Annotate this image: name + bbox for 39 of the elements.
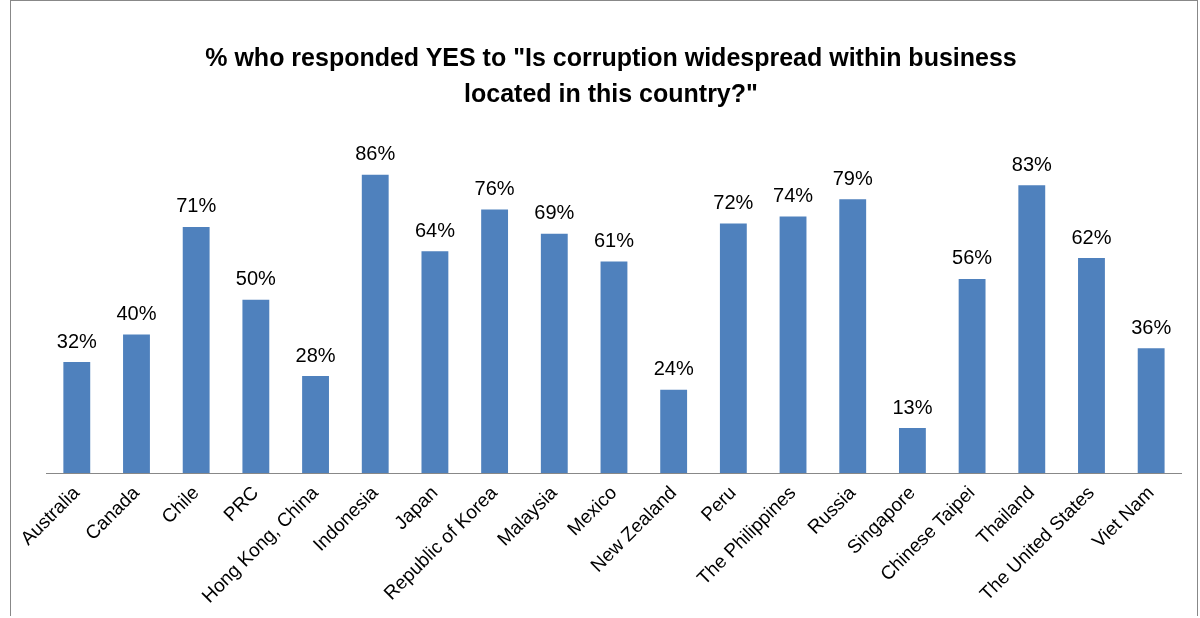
bar	[839, 199, 867, 474]
data-label: 64%	[414, 218, 456, 241]
bar	[361, 174, 389, 474]
bar	[719, 223, 747, 474]
bar	[63, 362, 91, 474]
data-label: 36%	[1131, 315, 1172, 338]
data-label: 71%	[176, 194, 217, 217]
data-label: 74%	[773, 184, 814, 206]
bar	[958, 278, 986, 474]
data-label: 62%	[1071, 225, 1112, 248]
bar	[242, 299, 270, 474]
bar	[481, 209, 509, 474]
chart-title: % who responded YES to "Is corruption widespread within business located in this country?"	[204, 42, 1018, 109]
data-label: 13%	[892, 395, 933, 418]
bar	[660, 389, 688, 474]
bar	[421, 251, 449, 474]
data-label: 83%	[1011, 152, 1053, 175]
data-label: 50%	[235, 267, 277, 290]
bar	[1137, 348, 1165, 474]
data-label: 32%	[56, 329, 98, 352]
bar	[1078, 258, 1105, 474]
data-label: 76%	[474, 177, 515, 200]
bar	[779, 216, 807, 474]
data-label: 69%	[534, 201, 575, 224]
data-label: 28%	[295, 343, 336, 366]
bar	[182, 226, 210, 474]
data-label: 40%	[116, 301, 157, 324]
data-label: 86%	[355, 142, 396, 165]
data-label: 24%	[653, 357, 694, 380]
bar	[123, 334, 150, 474]
data-label: 56%	[952, 246, 993, 269]
bar	[302, 375, 329, 474]
bar	[898, 428, 926, 474]
bar	[1018, 185, 1046, 474]
bar	[540, 233, 568, 474]
data-label: 79%	[832, 166, 873, 189]
data-label: 72%	[713, 190, 754, 213]
bar	[600, 261, 628, 474]
data-label: 61%	[593, 229, 635, 252]
